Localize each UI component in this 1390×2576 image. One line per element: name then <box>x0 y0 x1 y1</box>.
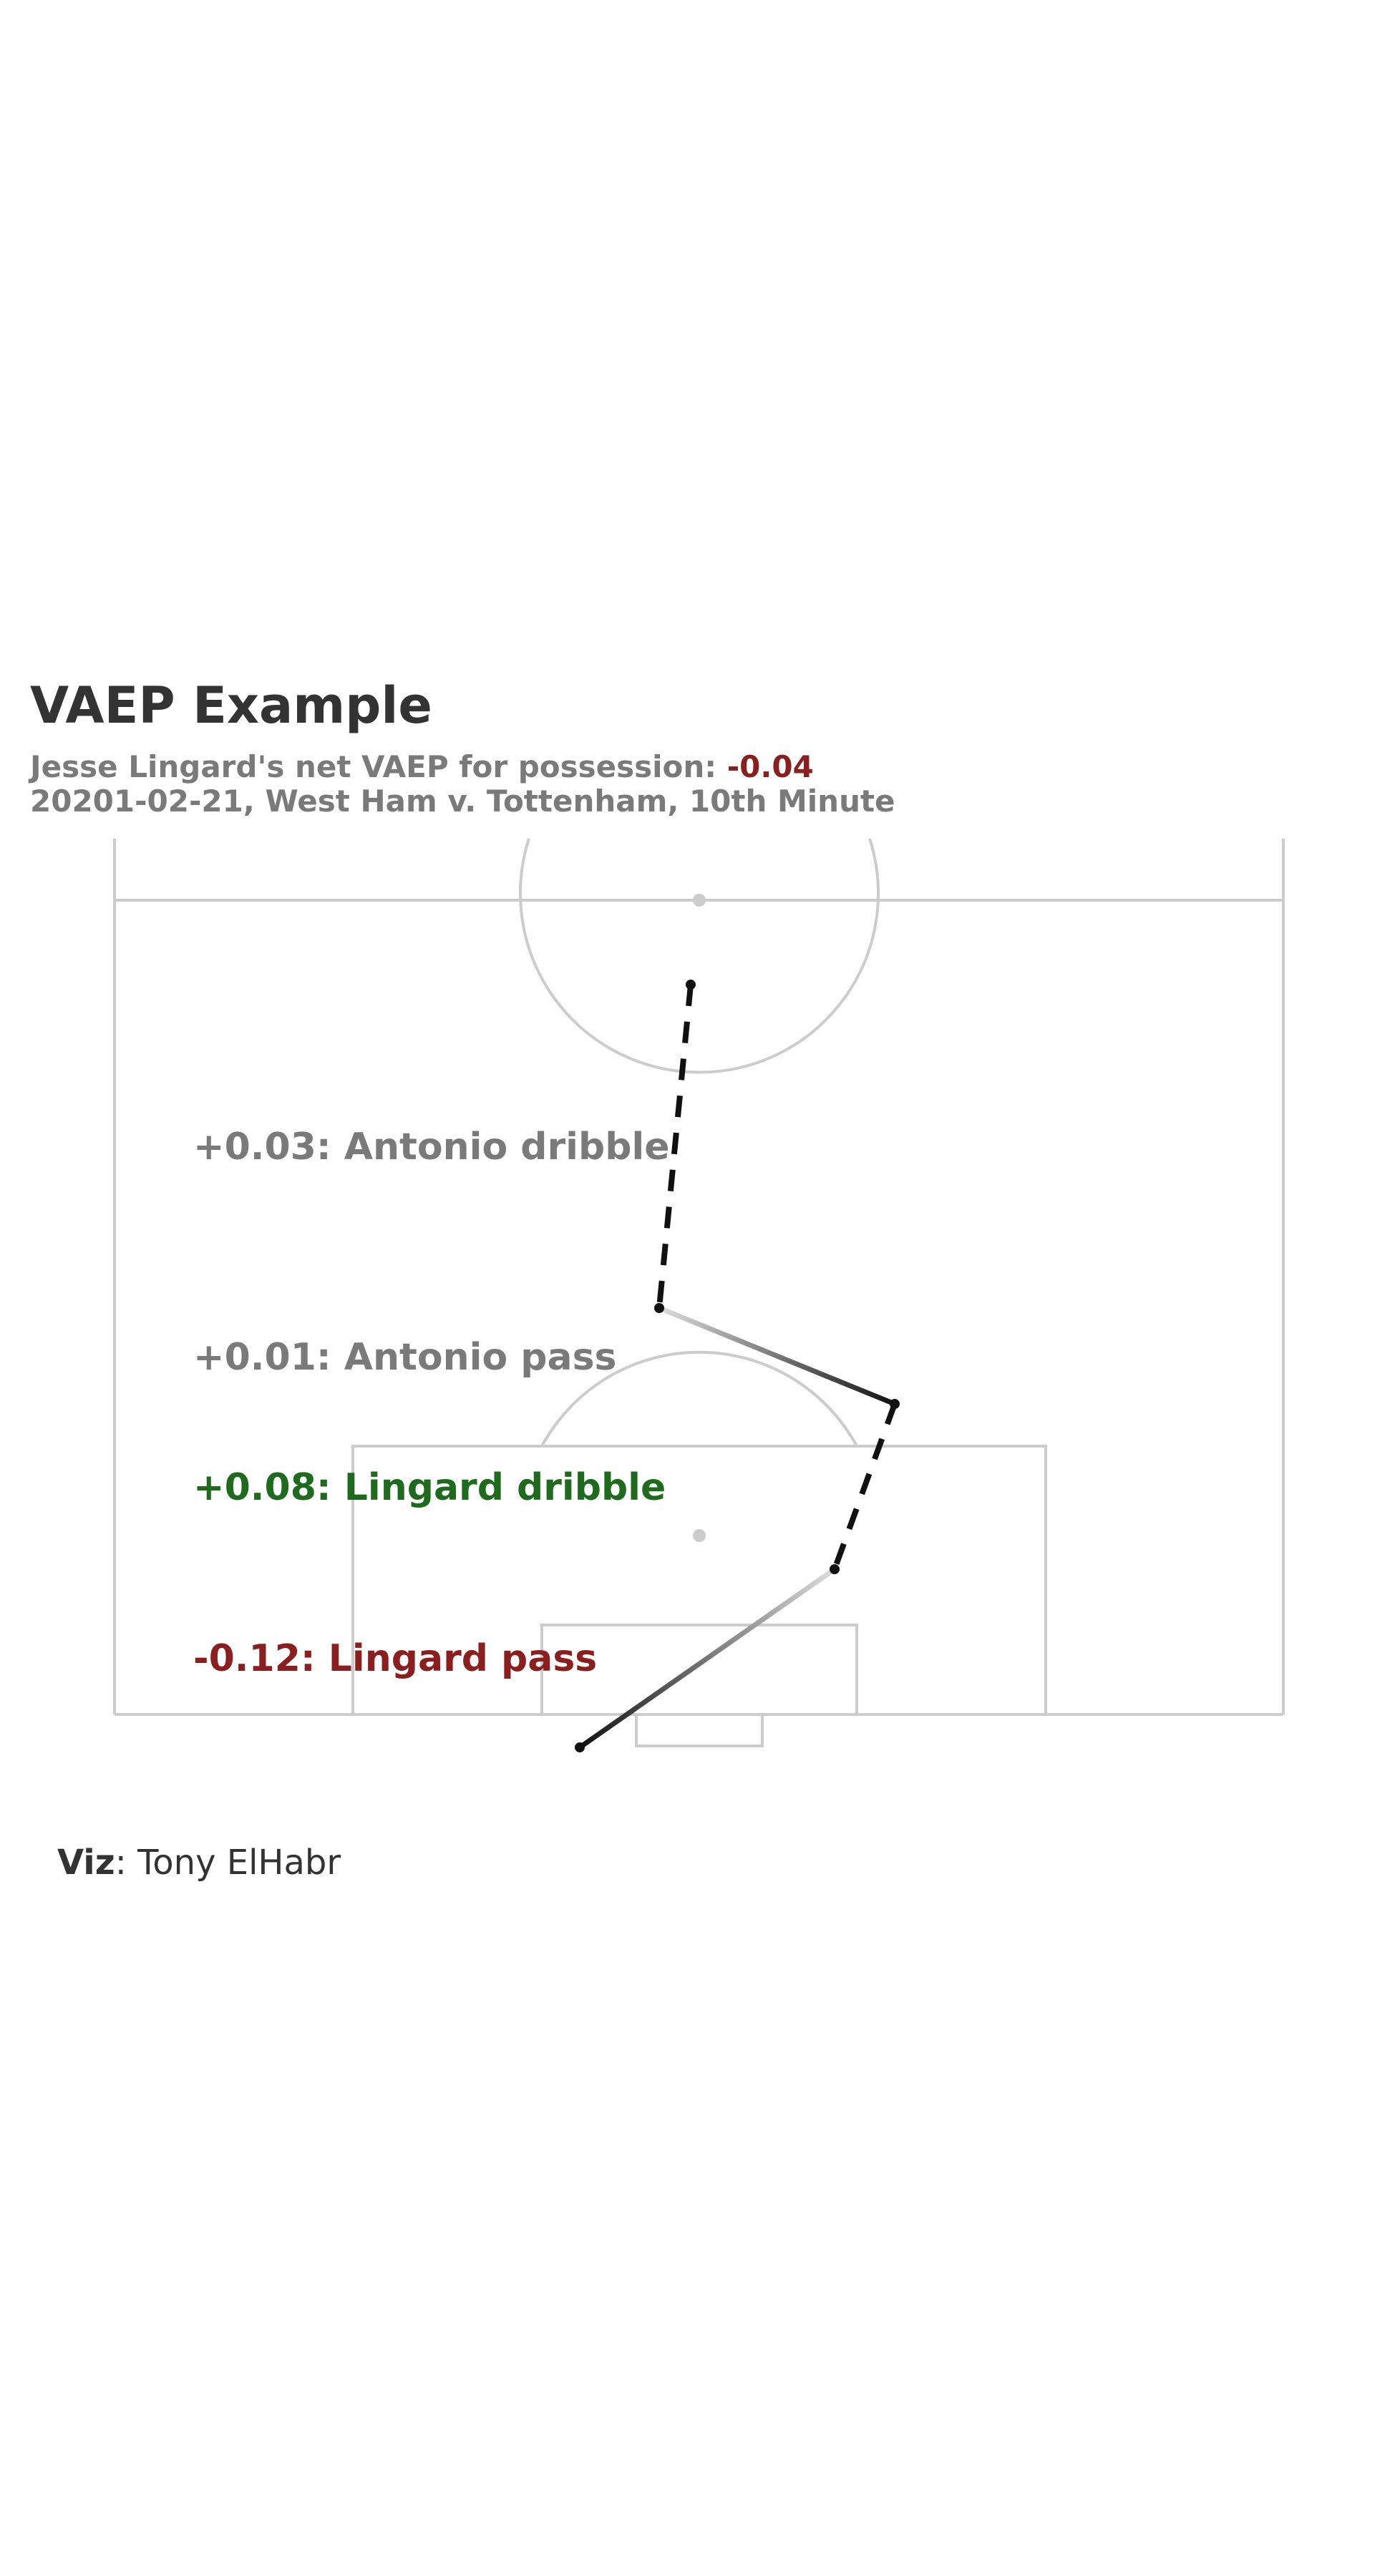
subtitle-prefix: Jesse Lingard's net VAEP for possession: <box>30 749 727 784</box>
action-point <box>890 1399 900 1409</box>
centre-circle <box>519 838 880 1074</box>
antonio-pass-path <box>658 1305 896 1407</box>
action-point <box>830 1564 840 1574</box>
action-point <box>575 1742 585 1752</box>
chart-subtitle: Jesse Lingard's net VAEP for possession:… <box>30 750 895 819</box>
action-sequence <box>575 980 900 1752</box>
penalty-spot <box>693 1529 706 1542</box>
annotation-lingard-dribble: +0.08: Lingard dribble <box>193 1466 666 1509</box>
credit-author: : Tony ElHabr <box>115 1843 341 1883</box>
action-point <box>686 980 696 990</box>
lingard-dribble-path <box>832 1402 898 1571</box>
lingard-pass-path <box>578 1567 837 1750</box>
pitch-markings <box>113 838 1285 1747</box>
subtitle-line-1: Jesse Lingard's net VAEP for possession:… <box>30 750 895 784</box>
annotation-antonio-dribble: +0.03: Antonio dribble <box>193 1126 670 1169</box>
goal <box>635 1713 764 1747</box>
antonio-dribble-path <box>656 984 694 1309</box>
centre-spot <box>693 894 706 907</box>
chart-title: VAEP Example <box>30 676 432 735</box>
annotation-antonio-pass: +0.01: Antonio pass <box>193 1336 617 1379</box>
vaep-annotations: +0.03: Antonio dribble +0.01: Antonio pa… <box>193 1126 670 1680</box>
net-vaep-value: -0.04 <box>726 749 814 784</box>
penalty-arc <box>540 1350 858 1447</box>
credit-label: Viz <box>57 1843 115 1883</box>
annotation-lingard-pass: -0.12: Lingard pass <box>193 1637 597 1680</box>
subtitle-line-2: 20201-02-21, West Ham v. Tottenham, 10th… <box>30 784 895 819</box>
viz-credit: Viz: Tony ElHabr <box>57 1843 341 1883</box>
action-point <box>654 1303 664 1313</box>
